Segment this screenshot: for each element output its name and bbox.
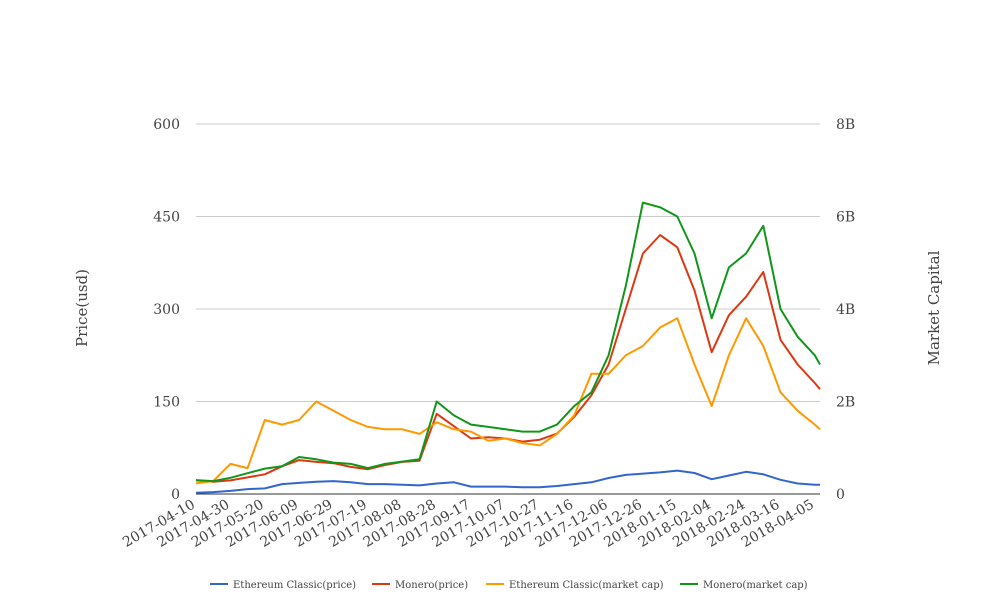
right-axis-ticks: 0 2B 4B 6B 8B (836, 117, 855, 503)
series-line-1 (195, 469, 820, 494)
series-line-4 (195, 201, 821, 483)
legend-label: Ethereum Classic(market cap) (509, 580, 664, 591)
legend-label: Monero(market cap) (703, 580, 808, 591)
series-lines (195, 201, 821, 494)
y2-axis-title: Market Capital (925, 250, 943, 365)
y-tick-label: 450 (153, 210, 180, 226)
y-axis-title: Price(usd) (73, 269, 91, 347)
y2-tick-label: 6B (836, 210, 855, 226)
y2-tick-label: 4B (836, 302, 855, 318)
y-tick-label: 0 (171, 487, 180, 503)
x-axis-ticks: 2017-04-102017-04-302017-05-202017-06-09… (120, 497, 817, 551)
series-line-3 (195, 317, 821, 485)
y2-tick-label: 8B (836, 117, 855, 133)
y-tick-label: 150 (153, 395, 180, 411)
legend-label: Monero(price) (395, 580, 468, 591)
legend-label: Ethereum Classic(price) (233, 580, 356, 591)
y2-tick-label: 2B (836, 395, 855, 411)
y-tick-label: 600 (153, 117, 180, 133)
left-axis-ticks: 0 150 300 450 600 (153, 117, 180, 503)
legend: Ethereum Classic(price) Monero(price) Ethe… (210, 580, 808, 591)
y2-tick-label: 0 (836, 487, 845, 503)
grid-lines (196, 123, 820, 495)
y-tick-label: 300 (153, 302, 180, 318)
